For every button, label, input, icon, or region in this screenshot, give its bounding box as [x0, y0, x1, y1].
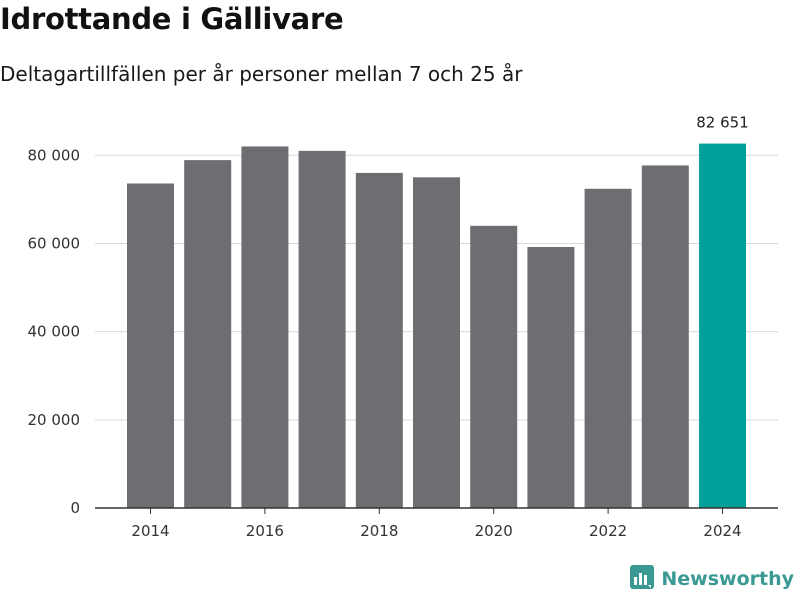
x-tick-label: 2024: [703, 522, 741, 540]
y-tick-label: 80 000: [28, 146, 81, 164]
bar-2017: [298, 150, 346, 508]
bar-2023: [641, 165, 689, 508]
bar-2022: [584, 188, 632, 509]
x-tick-label: 2016: [246, 522, 284, 540]
data-label: 82 651: [696, 114, 749, 132]
y-tick-label: 40 000: [28, 323, 81, 341]
bar-2015: [184, 160, 232, 508]
bar-2024: [699, 143, 746, 508]
x-axis: 2014 2016 2018 2020 2022 2024: [95, 507, 778, 540]
newsworthy-brand: Newsworthy: [629, 564, 794, 594]
bar-2016: [241, 146, 289, 509]
chart-subtitle: Deltagartillfällen per år personer mella…: [0, 62, 523, 86]
x-tick-label: 2014: [131, 522, 169, 540]
bar-2014: [127, 183, 174, 508]
x-tick-label: 2022: [589, 522, 627, 540]
y-axis: 0 20 000 40 000 60 000 80 000: [28, 146, 81, 517]
bar-2019: [413, 177, 460, 508]
bar-2021: [527, 246, 575, 508]
data-labels: 82 651: [696, 114, 749, 132]
bar-2018: [355, 172, 403, 508]
x-tick-label: 2020: [475, 522, 513, 540]
bar-2020: [470, 225, 518, 508]
chart-title: Idrottande i Gällivare: [0, 2, 344, 36]
newsworthy-logo-icon: [629, 564, 655, 594]
brand-name: Newsworthy: [661, 568, 794, 590]
y-tick-label: 20 000: [28, 411, 81, 429]
y-tick-label: 60 000: [28, 234, 81, 252]
y-tick-label: 0: [70, 499, 80, 517]
bars: [127, 143, 746, 509]
x-tick-label: 2018: [360, 522, 398, 540]
